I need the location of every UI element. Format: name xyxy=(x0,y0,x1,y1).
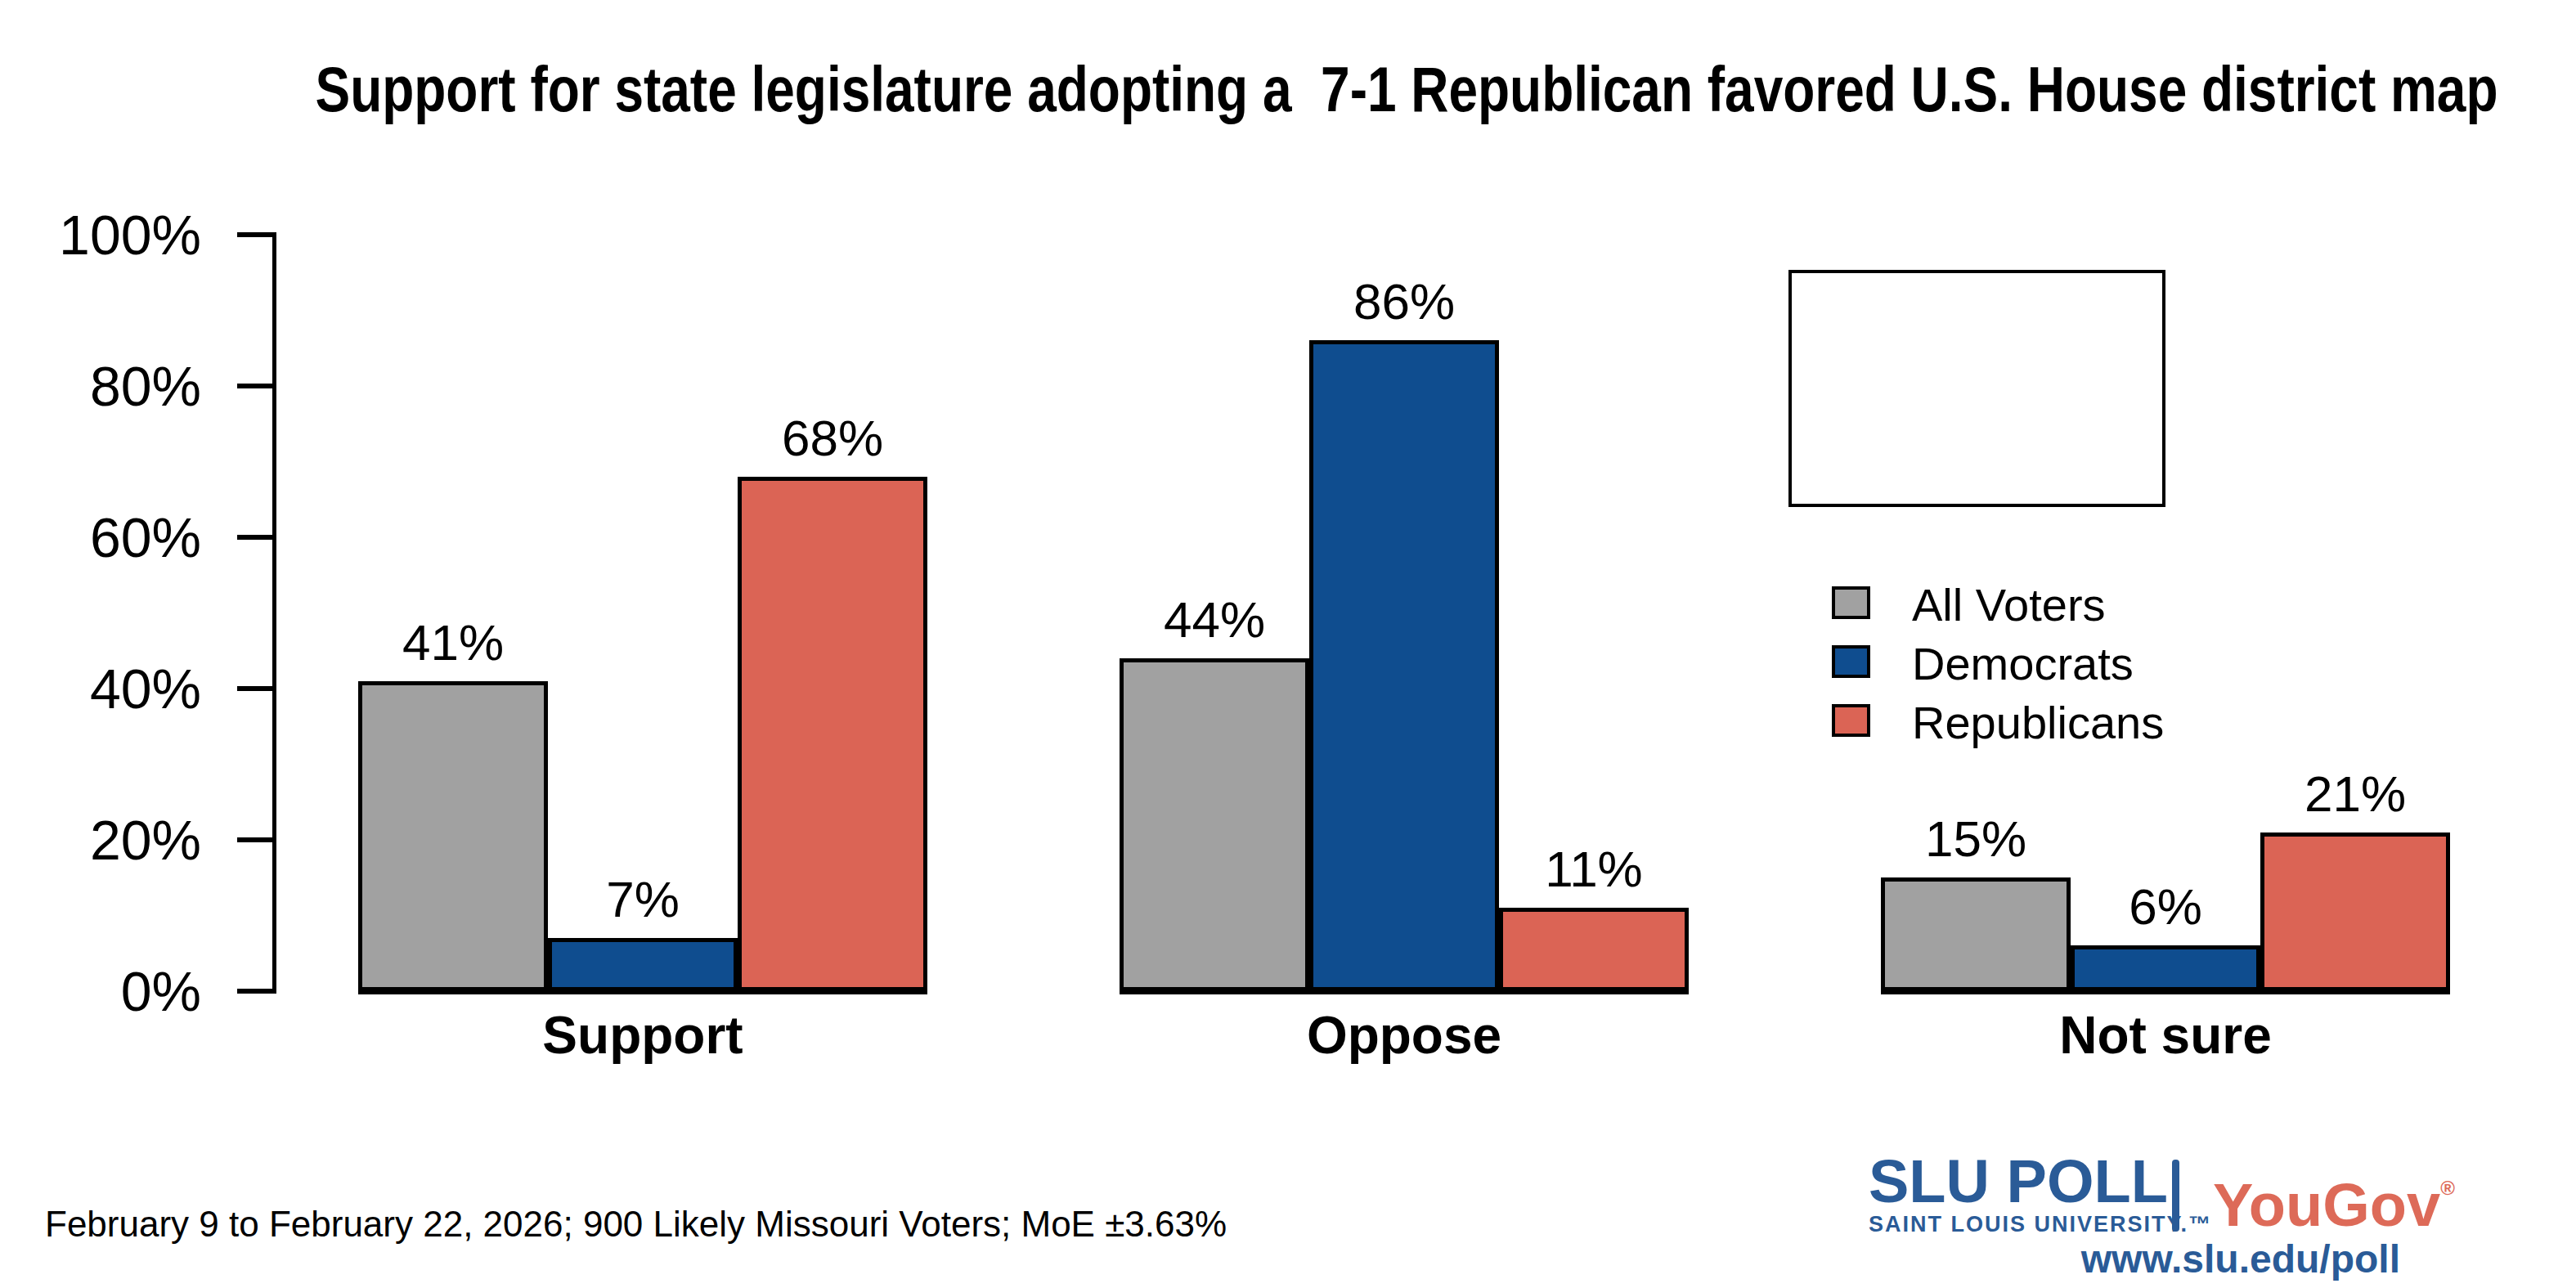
legend-label: Democrats xyxy=(1912,641,2134,687)
bar-value-label: 11% xyxy=(1471,844,1717,895)
slu-poll-logo: SLU POLL xyxy=(1869,1151,2168,1212)
poll-logo-text: POLL xyxy=(2007,1147,2168,1215)
y-axis-tick-label: 60% xyxy=(0,509,201,565)
y-axis-tick xyxy=(237,686,276,691)
category-label-oppose: Oppose xyxy=(1159,1009,1649,1061)
bar-republicans xyxy=(738,477,927,991)
y-axis-tick xyxy=(237,989,276,994)
bar-democrats xyxy=(2071,945,2260,991)
y-axis-tick-label: 0% xyxy=(0,963,201,1019)
slu-logo-text: SLU xyxy=(1869,1147,1990,1215)
y-axis-tick xyxy=(237,384,276,388)
bar-value-label: 86% xyxy=(1281,276,1527,327)
bar-democrats xyxy=(548,938,738,991)
y-axis-tick-label: 80% xyxy=(0,358,201,414)
bar-value-label: 44% xyxy=(1092,595,1337,645)
bar-value-label: 68% xyxy=(710,413,955,464)
methodology-note: February 9 to February 22, 2026; 900 Lik… xyxy=(45,1204,1227,1245)
legend-label: Republicans xyxy=(1912,700,2164,746)
slu-poll-url: www.slu.edu/poll xyxy=(1991,1236,2400,1281)
bar-value-label: 7% xyxy=(520,874,765,925)
bar-republicans xyxy=(2260,832,2450,991)
democrats-swatch-icon xyxy=(1832,645,1870,678)
group-baseline xyxy=(358,988,927,994)
logo-divider xyxy=(2172,1160,2179,1232)
y-axis-line xyxy=(272,232,276,994)
bar-value-label: 41% xyxy=(330,617,576,668)
bar-value-label: 21% xyxy=(2233,769,2478,819)
y-axis-tick-label: 40% xyxy=(0,661,201,716)
chart-title: Support for state legislature adopting a… xyxy=(315,52,2497,127)
registered-mark-icon: ® xyxy=(2440,1177,2455,1199)
all-voters-swatch-icon xyxy=(1832,586,1870,619)
group-baseline xyxy=(1881,988,2450,994)
republicans-swatch-icon xyxy=(1832,704,1870,737)
bar-value-label: 6% xyxy=(2043,882,2288,932)
legend-item-republicans: Republicans xyxy=(1792,700,2162,746)
category-label-support: Support xyxy=(397,1009,888,1061)
yougov-logo-text: YouGov xyxy=(2213,1171,2440,1239)
y-axis-tick-label: 20% xyxy=(0,812,201,868)
y-axis-tick-label: 100% xyxy=(0,207,201,263)
bar-value-label: 15% xyxy=(1853,814,2098,864)
yougov-logo: YouGov® xyxy=(2213,1158,2455,1236)
legend: All Voters Democrats Republicans xyxy=(1788,270,2165,507)
bar-all-voters xyxy=(358,681,548,991)
legend-label: All Voters xyxy=(1912,582,2106,628)
slu-subtitle: SAINT LOUIS UNIVERSITY.™ xyxy=(1869,1212,2212,1237)
bar-republicans xyxy=(1499,908,1689,991)
group-baseline xyxy=(1120,988,1689,994)
y-axis-tick xyxy=(237,232,276,237)
category-label-not-sure: Not sure xyxy=(1920,1009,2411,1061)
legend-item-all-voters: All Voters xyxy=(1792,582,2162,628)
y-axis-tick xyxy=(237,535,276,540)
y-axis-tick xyxy=(237,837,276,842)
legend-item-democrats: Democrats xyxy=(1792,641,2162,687)
bar-all-voters xyxy=(1120,658,1309,991)
